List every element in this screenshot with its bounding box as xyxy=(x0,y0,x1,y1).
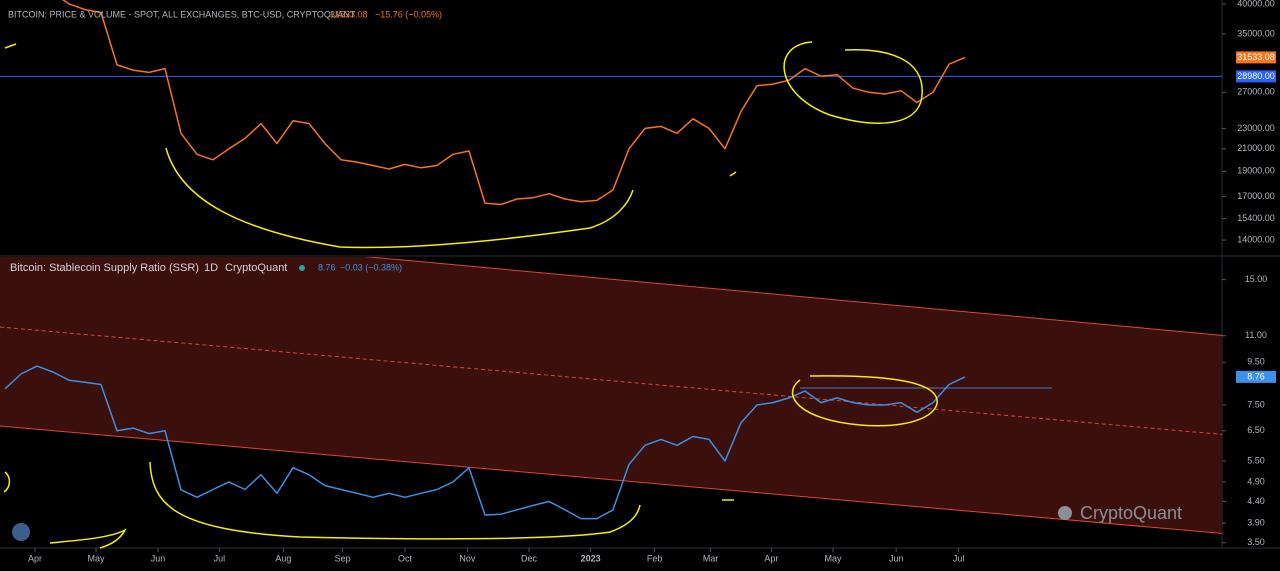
watermark-logo xyxy=(1058,506,1072,520)
x-tick-label: Jul xyxy=(953,553,965,563)
y-tick-label: 17000.00 xyxy=(1237,191,1275,201)
x-tick-label: May xyxy=(824,553,842,563)
price-change: −15.76 (−0.05%) xyxy=(375,9,442,19)
series-line xyxy=(4,365,966,520)
ssr-title: Bitcoin: Stablecoin Supply Ratio (SSR) xyxy=(10,262,199,274)
x-tick-label: Jul xyxy=(214,553,226,563)
x-tick-label: Feb xyxy=(647,553,663,563)
reference-label-bg xyxy=(1236,70,1276,83)
channel-upper xyxy=(364,257,1222,336)
channel-lower xyxy=(0,425,1222,534)
ssr-change: −0.03 (−0.38%) xyxy=(340,262,402,272)
x-tick-label: Aug xyxy=(275,553,291,563)
x-tick-label: Mar xyxy=(703,553,719,563)
last-value-label: 31533.08 xyxy=(1237,52,1275,62)
watermark: CryptoQuant xyxy=(1080,503,1182,523)
price-title: BITCOIN: PRICE & VOLUME - SPOT, ALL EXCH… xyxy=(8,9,356,19)
y-tick-label: 15.00 xyxy=(1245,274,1268,284)
y-tick-label: 27000.00 xyxy=(1237,87,1275,97)
y-tick-label: 7.50 xyxy=(1247,399,1265,409)
y-tick-label: 14000.00 xyxy=(1237,234,1275,244)
y-tick-label: 4.90 xyxy=(1247,476,1265,486)
y-tick-label: 3.90 xyxy=(1247,518,1265,528)
y-tick-label: 15400.00 xyxy=(1237,213,1275,223)
y-tick-label: 11.00 xyxy=(1245,330,1267,340)
x-tick-label: Oct xyxy=(398,553,413,563)
status-dot xyxy=(299,265,305,271)
annotations xyxy=(3,41,938,549)
y-tick-label: 40000.00 xyxy=(1237,0,1275,8)
regression-channel xyxy=(0,257,1222,534)
logo-button[interactable] xyxy=(12,523,30,541)
x-tick-label: Sep xyxy=(335,553,351,563)
x-tick-label: Apr xyxy=(28,553,42,563)
ssr-interval: 1D xyxy=(204,262,218,274)
y-tick-label: 35000.00 xyxy=(1237,28,1275,38)
series-line xyxy=(62,0,966,206)
y-tick-label: 4.40 xyxy=(1247,496,1265,506)
y-tick-label: 9.50 xyxy=(1247,357,1265,367)
x-tick-label: Jun xyxy=(889,553,904,563)
pane xyxy=(4,365,966,520)
y-tick-label: 3.50 xyxy=(1247,537,1265,547)
y-tick-label: 23000.00 xyxy=(1237,123,1275,133)
price-last: 31533.08 xyxy=(330,9,368,19)
plot-area xyxy=(0,0,1222,520)
x-tick-label: Dec xyxy=(521,553,538,563)
ssr-source: CryptoQuant xyxy=(225,262,287,274)
x-tick-label: Nov xyxy=(459,553,476,563)
last-value-bg xyxy=(1236,370,1276,383)
x-tick-label: May xyxy=(88,553,106,563)
y-tick-label: 5.50 xyxy=(1247,455,1265,465)
x-tick-label: 2023 xyxy=(581,553,601,563)
last-value-bg xyxy=(1236,51,1276,64)
pane xyxy=(0,0,1222,206)
last-value-label: 8.76 xyxy=(1247,371,1265,381)
channel-fill xyxy=(0,257,1222,534)
y-tick-label: 19000.00 xyxy=(1237,166,1275,176)
channel-mid xyxy=(0,326,1222,435)
reference-label: 28980.00 xyxy=(1237,71,1275,81)
y-tick-label: 6.50 xyxy=(1247,425,1265,435)
x-tick-label: Apr xyxy=(764,553,778,563)
y-tick-label: 21000.00 xyxy=(1237,143,1275,153)
x-tick-label: Jun xyxy=(151,553,166,563)
ssr-last: 8.76 xyxy=(318,262,336,272)
